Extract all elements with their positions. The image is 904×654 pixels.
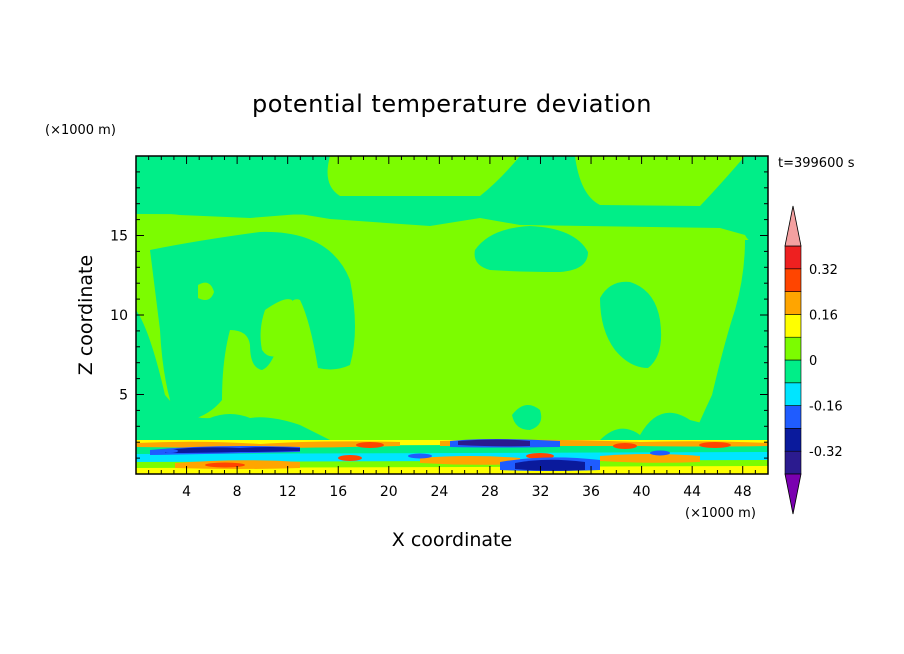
red-core-3	[613, 443, 637, 449]
colorbar-tick-label: 0	[809, 354, 817, 369]
contour-field	[136, 156, 768, 474]
colorbar-tick-label: -0.16	[809, 400, 843, 415]
colorbar-tick-label: 0.32	[809, 263, 838, 278]
x-tick-label: 16	[329, 484, 347, 500]
lower-left-negative	[136, 310, 330, 440]
mid-small-bump	[512, 405, 542, 430]
x-axis: 4 8 12 16 20 24 28 32 36 40 44 48	[148, 156, 756, 500]
colorbar-swatch	[784, 268, 802, 292]
left-plume	[150, 231, 355, 420]
time-label: t=399600 s	[778, 156, 855, 171]
colorbar-swatch	[784, 245, 802, 270]
y-tick-label: 15	[110, 229, 128, 245]
cold-core-bottom	[515, 459, 585, 471]
cold-core-left	[165, 447, 300, 453]
x-tick-label: 36	[582, 484, 600, 500]
red-core-5	[338, 455, 362, 461]
colorbar-swatch	[784, 450, 802, 475]
y-tick-label: 5	[119, 388, 128, 404]
red-core-4	[699, 442, 731, 448]
stratosphere-line	[136, 210, 700, 216]
cold-spot-2	[650, 450, 670, 456]
x-tick-label: 4	[182, 484, 191, 500]
colorbar-swatch	[784, 359, 802, 384]
cold-core-center	[458, 439, 530, 447]
colorbar-tick-label: -0.32	[809, 445, 843, 460]
colorbar: 0.32 0.16 0 -0.16 -0.32	[784, 205, 843, 515]
cold-spot-3	[162, 449, 178, 453]
center-blob	[474, 226, 588, 272]
y-axis-title: Z coordinate	[75, 255, 97, 375]
chart-title: potential temperature deviation	[252, 90, 652, 118]
colorbar-swatch	[784, 336, 802, 361]
red-core-1	[356, 442, 384, 448]
colorbar-tick-label: 0.16	[809, 308, 838, 323]
y-axis: 5 10 15	[110, 171, 768, 459]
colorbar-under-arrow	[784, 473, 802, 515]
colorbar-swatch	[784, 314, 802, 338]
x-unit-label: (×1000 m)	[685, 506, 756, 521]
x-axis-title: X coordinate	[392, 529, 512, 551]
warm-streak-4	[420, 456, 520, 465]
right-blob	[600, 281, 662, 368]
lower-right-negative	[600, 412, 768, 440]
x-tick-label: 32	[532, 484, 550, 500]
x-tick-label: 8	[233, 484, 242, 500]
y-tick-label: 10	[110, 308, 128, 324]
left-plume-hole-2	[260, 299, 294, 357]
red-core-6	[526, 453, 554, 459]
colorbar-swatch	[784, 428, 802, 452]
red-core-7	[205, 462, 245, 468]
x-tick-label: 44	[683, 484, 701, 500]
cold-spot-1	[408, 453, 432, 459]
x-tick-label: 20	[380, 484, 398, 500]
x-tick-label: 40	[633, 484, 651, 500]
warm-streak-5	[600, 454, 700, 463]
warm-streak-1	[136, 441, 400, 448]
left-plume-hole-1	[198, 282, 214, 300]
colorbar-over-arrow	[784, 205, 802, 247]
x-tick-label: 28	[481, 484, 499, 500]
x-tick-label: 12	[279, 484, 297, 500]
x-tick-label: 24	[430, 484, 448, 500]
colorbar-swatch	[784, 291, 802, 315]
upper-negative-band	[136, 156, 768, 250]
y-unit-label: (×1000 m)	[45, 123, 116, 138]
x-tick-label: 48	[734, 484, 752, 500]
right-column	[690, 240, 768, 445]
colorbar-swatch	[784, 405, 802, 429]
colorbar-swatch	[784, 382, 802, 406]
